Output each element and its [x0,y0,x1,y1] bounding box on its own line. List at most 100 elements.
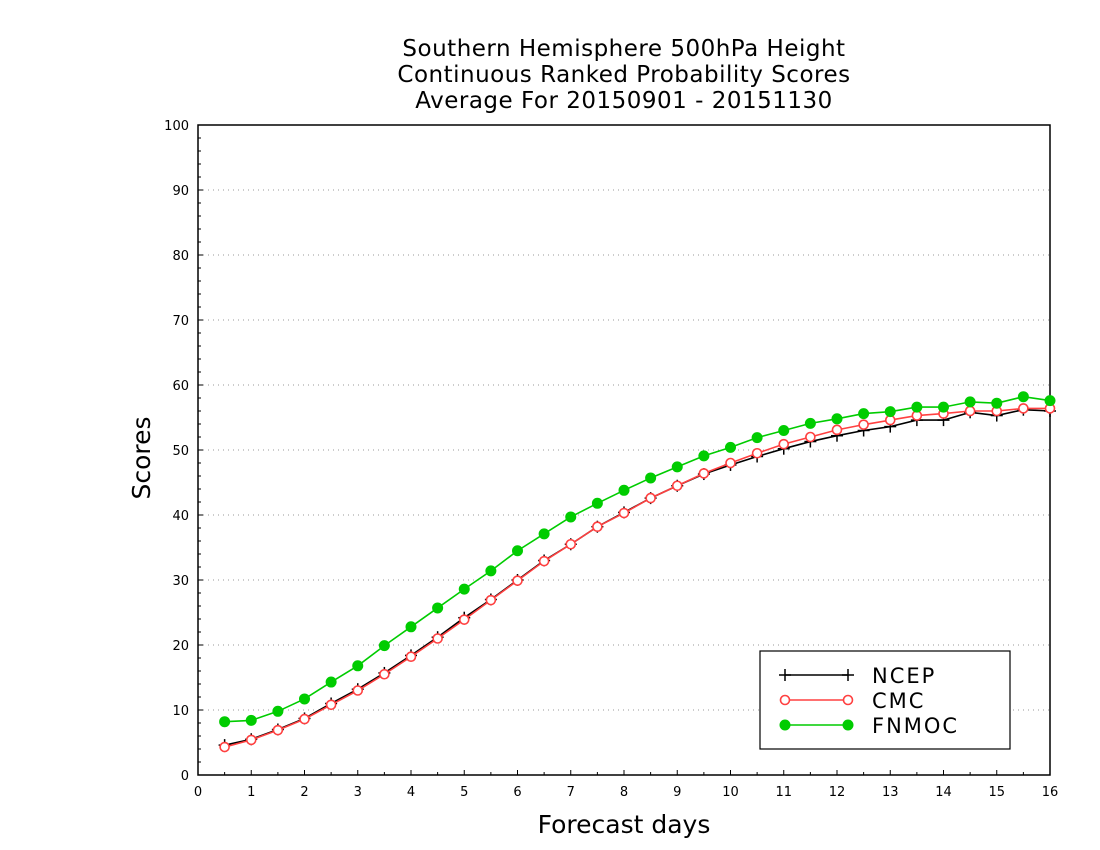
data-point-fnmoc [725,441,736,453]
data-point-cmc [858,419,869,430]
y-tick-label: 60 [172,379,189,394]
data-point-fnmoc [245,714,257,726]
data-point-fnmoc [751,432,763,444]
y-tick-label: 30 [172,574,189,589]
x-axis: 0 1 2 3 4 5 6 7 8 9 10 11 12 13 14 15 16 [194,770,1058,800]
data-point-cmc [805,431,816,443]
data-point-cmc [645,492,656,504]
data-point-fnmoc [219,716,231,728]
data-point-cmc [379,668,390,680]
data-point-cmc [272,724,284,736]
x-tick-label: 9 [673,785,681,800]
data-point-fnmoc [911,401,923,413]
data-point-fnmoc [884,406,896,418]
legend-marker-fnmoc [842,719,854,731]
chart-title-line-3: Average For 20150901 - 20151130 [415,88,833,114]
data-point-fnmoc [645,472,657,484]
x-tick-label: 3 [354,785,362,800]
legend-marker-cmc [779,694,791,706]
legend-marker-fnmoc [779,719,791,731]
data-point-cmc [219,741,230,753]
x-tick-label: 11 [775,785,792,800]
data-point-cmc [405,651,417,663]
data-point-cmc [245,734,257,746]
legend-item-fnmoc: FNMOC [779,714,959,738]
data-point-fnmoc [991,397,1003,409]
y-tick-label: 90 [172,184,189,199]
x-tick-label: 8 [620,785,628,800]
data-point-fnmoc [272,705,284,717]
gridlines [198,189,1050,711]
data-point-fnmoc [804,417,816,429]
legend-label-cmc: CMC [872,689,925,713]
data-point-cmc [751,447,763,459]
y-tick-label: 0 [181,769,189,784]
x-axis-label: Forecast days [538,810,711,839]
data-point-fnmoc [671,461,683,473]
data-point-fnmoc [618,484,630,496]
data-point-cmc [538,555,550,567]
data-point-cmc [565,538,577,550]
y-axis: 0 10 20 30 40 50 60 70 80 90 100 [164,119,203,784]
data-point-cmc [432,633,443,644]
data-point-fnmoc [858,408,870,420]
series-group [218,391,1056,753]
x-tick-label: 1 [247,785,255,800]
legend-label-fnmoc: FNMOC [872,714,959,738]
data-point-cmc [352,685,364,696]
data-point-fnmoc [325,676,337,688]
x-tick-label: 13 [882,785,899,800]
data-point-fnmoc [299,693,310,705]
x-tick-label: 14 [935,785,952,800]
data-point-cmc [698,468,710,479]
data-point-fnmoc [405,621,417,633]
data-point-cmc [485,594,497,606]
legend-marker-ncep [779,669,791,681]
data-point-fnmoc [698,450,710,462]
data-point-fnmoc [938,401,949,413]
legend-label-ncep: NCEP [872,664,936,688]
chart-title-line-2: Continuous Ranked Probability Scores [397,62,851,88]
data-point-fnmoc [964,396,976,408]
data-point-cmc [671,480,683,492]
data-point-cmc [592,521,603,533]
y-tick-label: 50 [172,444,189,459]
data-point-cmc [964,405,976,417]
legend-marker-ncep [842,669,854,681]
x-tick-label: 7 [567,785,575,800]
data-point-fnmoc [485,565,497,577]
data-point-cmc [458,614,470,625]
x-tick-label: 12 [829,785,846,800]
x-tick-label: 4 [407,785,415,800]
data-point-fnmoc [565,511,577,523]
data-point-fnmoc [458,583,470,595]
x-tick-label: 2 [300,785,308,800]
data-point-fnmoc [378,640,390,652]
x-tick-label: 5 [460,785,468,800]
data-point-cmc [512,575,523,586]
y-tick-label: 100 [164,119,189,134]
data-point-cmc [831,424,843,436]
y-axis-label: Scores [127,416,156,499]
x-tick-label: 6 [513,785,521,800]
y-tick-label: 70 [172,314,189,329]
legend-item-cmc: CMC [779,689,925,713]
y-tick-label: 80 [172,249,189,264]
data-point-cmc [778,438,790,450]
data-point-cmc [299,713,310,725]
data-point-cmc [618,507,630,519]
data-point-fnmoc [1044,395,1056,407]
x-tick-label: 15 [988,785,1005,800]
data-point-fnmoc [591,497,603,509]
series-cmc [219,403,1056,753]
legend-marker-cmc [842,694,854,706]
x-tick-label: 16 [1042,785,1059,800]
data-point-cmc [725,457,736,469]
y-tick-label: 20 [172,639,189,654]
series-fnmoc [219,391,1056,728]
data-point-fnmoc [352,660,364,672]
data-point-fnmoc [512,545,523,557]
data-point-cmc [325,699,337,711]
